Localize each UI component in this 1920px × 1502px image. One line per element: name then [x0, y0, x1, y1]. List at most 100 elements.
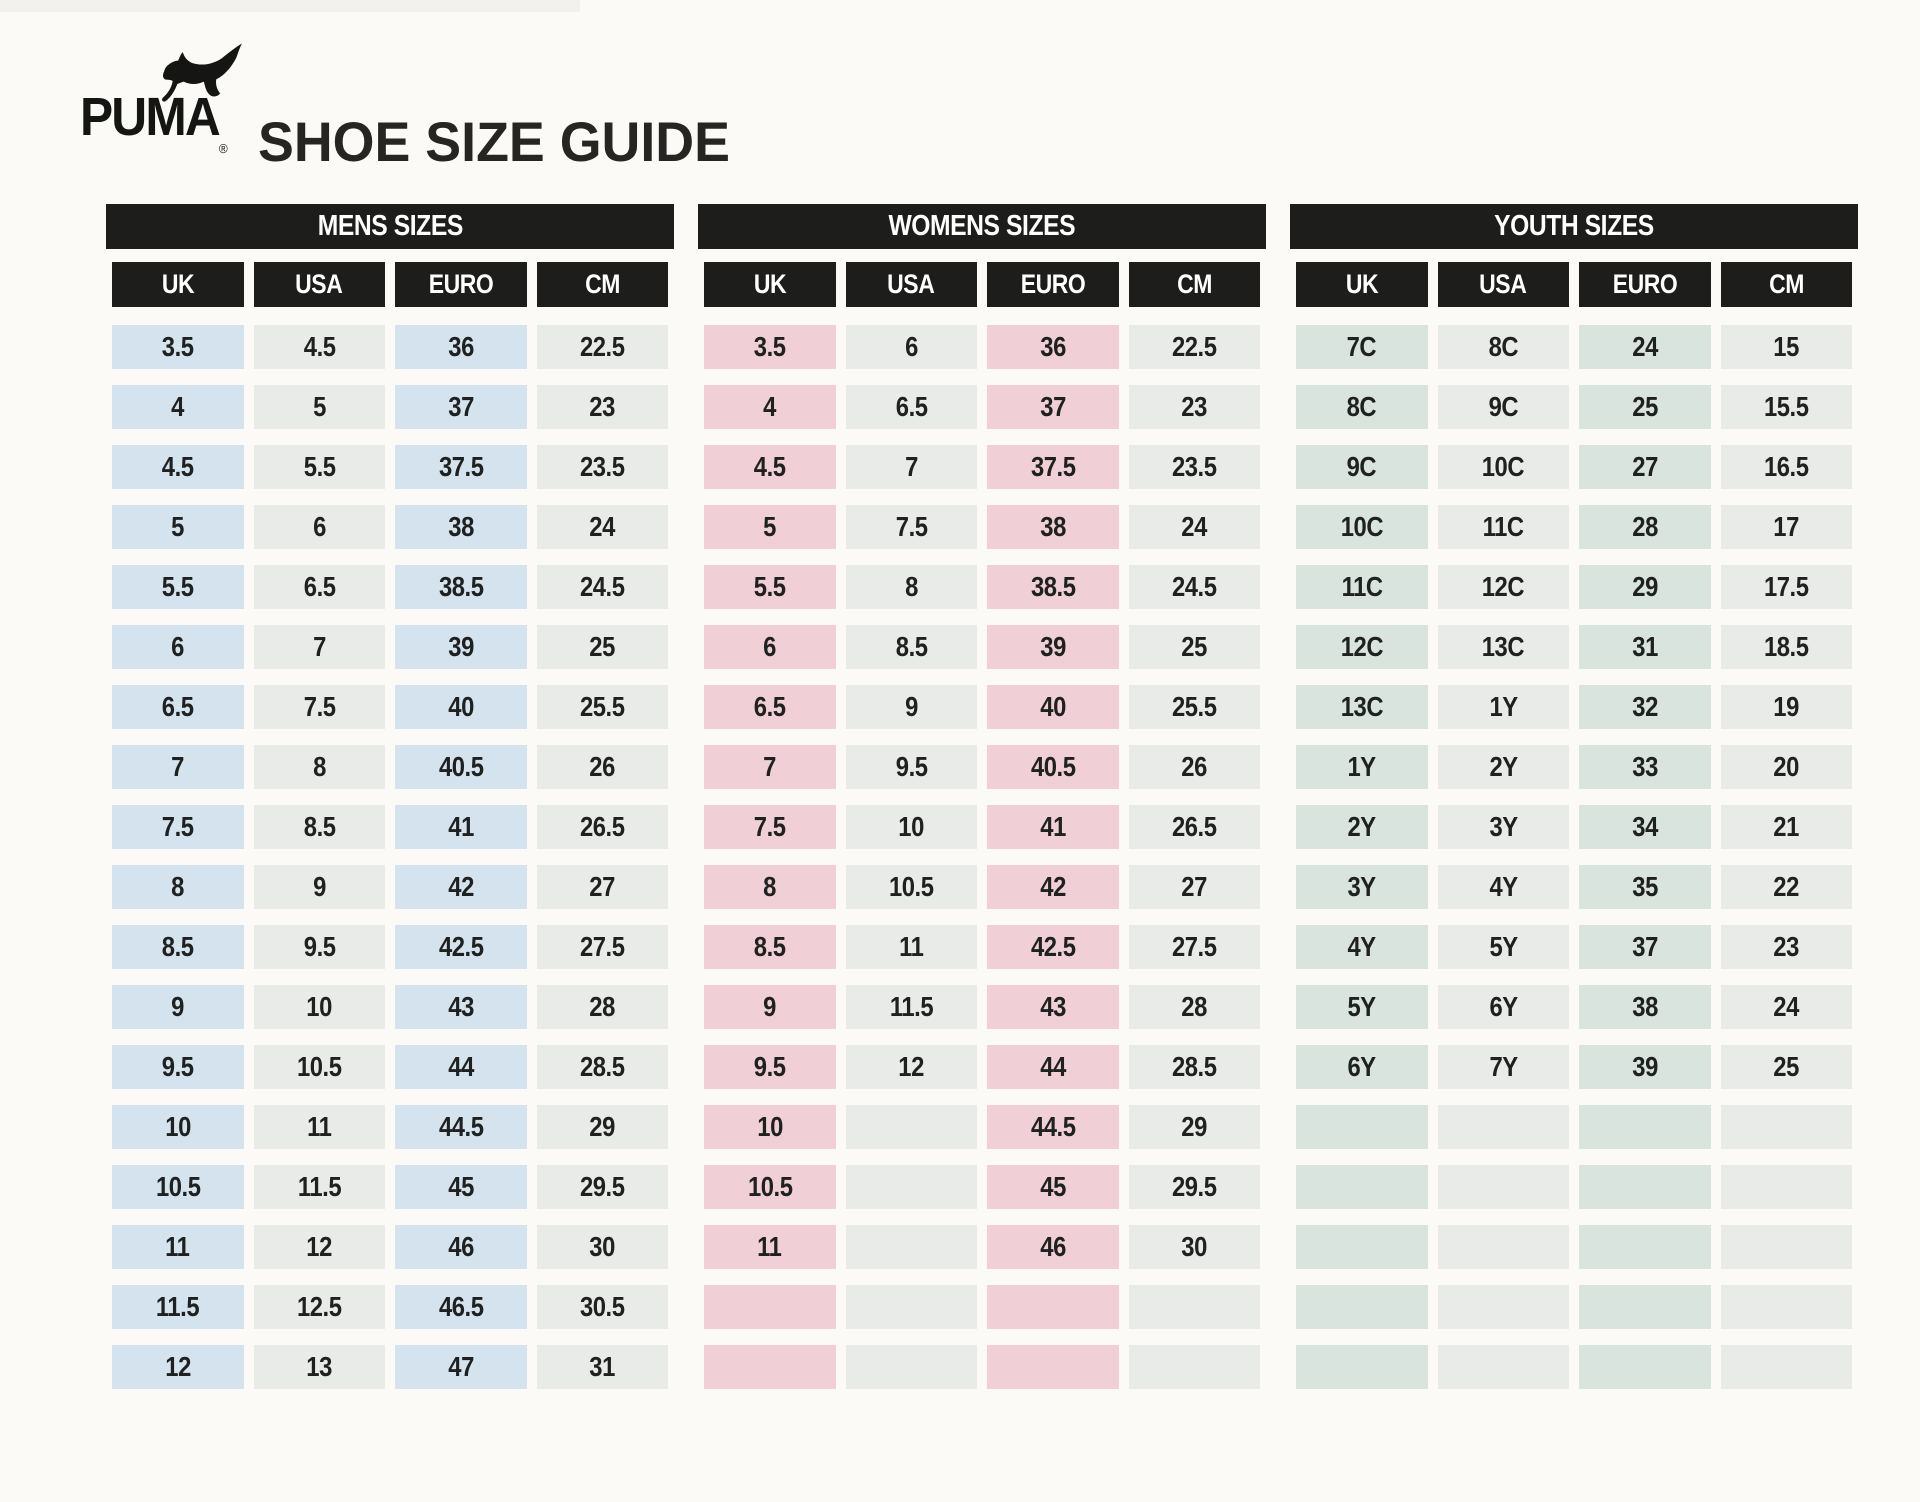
column-header-euro: EURO	[1579, 262, 1711, 307]
table-row	[704, 1285, 1260, 1329]
size-cell-usa: 2Y	[1437, 745, 1569, 789]
size-cell-cm: 24	[1720, 985, 1852, 1029]
size-cell-uk: 5.5	[704, 565, 836, 609]
column-header-uk: UK	[704, 262, 836, 307]
size-cell-cm: 17.5	[1720, 565, 1852, 609]
size-cell-uk: 2Y	[1296, 805, 1428, 849]
page-title: SHOE SIZE GUIDE	[258, 109, 730, 173]
size-cell-cm: 25	[1720, 1045, 1852, 1089]
size-cell-usa: 10.5	[253, 1045, 385, 1089]
size-cell-euro: 47	[395, 1345, 527, 1389]
size-cell-cm: 23	[1128, 385, 1260, 429]
size-cell-uk: 6.5	[112, 685, 244, 729]
size-cell-uk	[1296, 1105, 1428, 1149]
size-cell-usa: 8.5	[253, 805, 385, 849]
column-header-cm: CM	[1720, 262, 1852, 307]
size-cell-euro: 44.5	[395, 1105, 527, 1149]
size-cell-euro: 46	[987, 1225, 1119, 1269]
size-cell-euro: 40.5	[395, 745, 527, 789]
size-cell-uk: 11.5	[112, 1285, 244, 1329]
size-cell-uk: 6.5	[704, 685, 836, 729]
table-row: 10C 11C 28 17	[1296, 505, 1852, 549]
table-row: 7C 8C 24 15	[1296, 325, 1852, 369]
table-row: 7.5 8.5 41 26.5	[112, 805, 668, 849]
size-cell-usa: 4.5	[253, 325, 385, 369]
size-cell-euro: 32	[1579, 685, 1711, 729]
puma-logo: PUMA®	[80, 40, 260, 155]
size-cell-euro: 27	[1579, 445, 1711, 489]
size-cell-euro: 31	[1579, 625, 1711, 669]
size-cell-uk: 8.5	[112, 925, 244, 969]
size-cell-usa: 12.5	[253, 1285, 385, 1329]
table-row: 4.5 5.5 37.5 23.5	[112, 445, 668, 489]
size-cell-uk: 9	[112, 985, 244, 1029]
womens-size-table: WOMENS SIZES UK USA EURO CM 3.5 6 36 22.5 4 6.5 3…	[698, 204, 1266, 1405]
size-cell-cm: 29	[1128, 1105, 1260, 1149]
size-cell-cm	[1128, 1285, 1260, 1329]
size-cell-euro: 36	[987, 325, 1119, 369]
size-cell-uk: 4.5	[704, 445, 836, 489]
size-cell-euro	[1579, 1225, 1711, 1269]
size-cell-cm: 16.5	[1720, 445, 1852, 489]
size-cell-uk: 6	[112, 625, 244, 669]
size-cell-euro: 37.5	[987, 445, 1119, 489]
size-cell-usa: 11.5	[845, 985, 977, 1029]
size-cell-cm	[1720, 1165, 1852, 1209]
column-header-usa: USA	[253, 262, 385, 307]
size-cell-usa: 11	[253, 1105, 385, 1149]
size-cell-cm: 27	[536, 865, 668, 909]
size-cell-uk: 11	[112, 1225, 244, 1269]
size-cell-euro: 38	[395, 505, 527, 549]
size-cell-usa	[1437, 1225, 1569, 1269]
size-cell-usa: 9.5	[845, 745, 977, 789]
table-row	[1296, 1345, 1852, 1389]
table-rows: 7C 8C 24 15 8C 9C 25 15.5 9C 10C 27 16.5 10C 11C 28 17 1…	[1290, 325, 1858, 1389]
table-rows: 3.5 6 36 22.5 4 6.5 37 23 4.5 7 37.5 23.5 5 7.5 38 24 5.…	[698, 325, 1266, 1389]
table-row: 10 44.5 29	[704, 1105, 1260, 1149]
size-cell-uk: 12C	[1296, 625, 1428, 669]
size-cell-cm: 28	[536, 985, 668, 1029]
column-headers: UK USA EURO CM	[1290, 262, 1858, 307]
size-cell-uk: 5	[112, 505, 244, 549]
size-cell-usa: 7.5	[845, 505, 977, 549]
brand-text: PUMA	[80, 87, 221, 147]
size-cell-cm: 28	[1128, 985, 1260, 1029]
size-cell-cm: 23	[1720, 925, 1852, 969]
size-cell-uk: 3.5	[704, 325, 836, 369]
column-headers: UK USA EURO CM	[698, 262, 1266, 307]
size-cell-usa: 7	[253, 625, 385, 669]
table-title: MENS SIZES	[317, 210, 463, 242]
table-row: 7 8 40.5 26	[112, 745, 668, 789]
size-cell-euro: 44	[987, 1045, 1119, 1089]
table-row: 1Y 2Y 33 20	[1296, 745, 1852, 789]
size-cell-euro: 38.5	[987, 565, 1119, 609]
size-cell-euro: 33	[1579, 745, 1711, 789]
size-cell-cm: 22.5	[536, 325, 668, 369]
size-cell-cm: 28.5	[1128, 1045, 1260, 1089]
size-cell-cm: 30	[1128, 1225, 1260, 1269]
size-cell-euro: 46.5	[395, 1285, 527, 1329]
size-cell-usa: 9	[253, 865, 385, 909]
table-title: WOMENS SIZES	[888, 210, 1076, 242]
size-cell-uk: 8	[704, 865, 836, 909]
size-cell-usa: 13	[253, 1345, 385, 1389]
size-cell-cm: 29.5	[536, 1165, 668, 1209]
size-cell-usa: 8C	[1437, 325, 1569, 369]
size-cell-euro: 43	[395, 985, 527, 1029]
size-cell-usa: 7.5	[253, 685, 385, 729]
size-cell-usa: 3Y	[1437, 805, 1569, 849]
size-cell-usa: 9C	[1437, 385, 1569, 429]
size-cell-uk: 10C	[1296, 505, 1428, 549]
table-row: 6 7 39 25	[112, 625, 668, 669]
registered-trademark-symbol: ®	[218, 141, 228, 156]
size-cell-usa: 10	[845, 805, 977, 849]
size-cell-uk: 5Y	[1296, 985, 1428, 1029]
size-cell-usa: 6	[845, 325, 977, 369]
size-cell-cm: 22.5	[1128, 325, 1260, 369]
table-row: 5.5 8 38.5 24.5	[704, 565, 1260, 609]
size-cell-euro: 37	[987, 385, 1119, 429]
size-cell-uk: 11C	[1296, 565, 1428, 609]
size-cell-euro: 38	[987, 505, 1119, 549]
size-cell-euro: 42	[395, 865, 527, 909]
size-cell-cm: 28.5	[536, 1045, 668, 1089]
